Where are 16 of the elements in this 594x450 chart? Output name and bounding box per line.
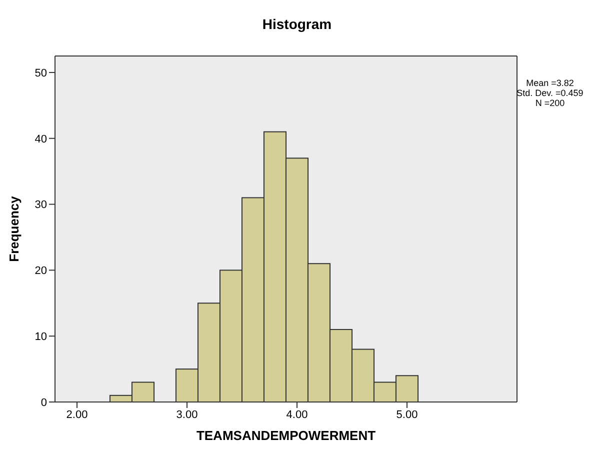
y-tick-label: 20 [34,265,47,278]
y-tick-label: 0 [40,396,47,409]
text: Mean =3.82 [525,78,575,88]
x-tick-label: 2.00 [66,408,88,421]
annotation: Std. Dev. =0.459 [516,88,584,98]
x-tick-label: 5.00 [396,408,418,421]
x-axis-title: TEAMSANDEMPOWERMENT [196,428,376,443]
text: N =200 [534,98,566,108]
y-tick-label: 50 [34,67,47,80]
y-tick-label: 40 [34,133,47,146]
chart-title: Histogram [261,16,333,32]
x-tick-label: 3.00 [176,408,198,421]
y-tick-label: 30 [34,199,47,212]
x-tick-label: 4.00 [286,408,308,421]
y-axis-title: Frequency [6,195,22,262]
y-tick-label: 10 [34,331,47,343]
